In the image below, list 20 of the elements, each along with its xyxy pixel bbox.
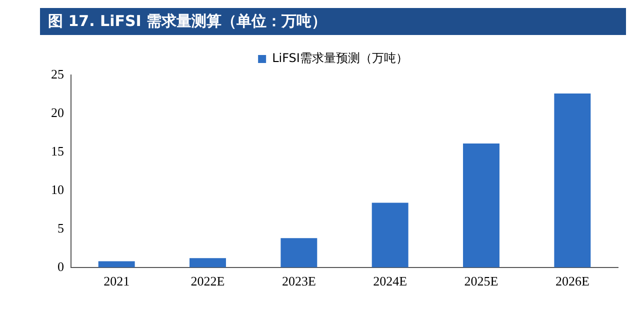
bar: [98, 261, 135, 268]
bar: [280, 238, 318, 268]
x-tick-label: 2023E: [282, 274, 316, 289]
x-tick-label: 2026E: [555, 274, 590, 289]
x-tick-label: 2022E: [190, 274, 225, 289]
x-tick-label: 2021: [104, 274, 130, 289]
y-tick-label: 5: [58, 220, 64, 236]
bar: [190, 258, 226, 268]
chart-title: 图 17. LiFSI 需求量测算（单位：万吨）: [40, 8, 626, 35]
y-tick-label: 0: [58, 258, 64, 274]
y-tick-label: 20: [51, 104, 64, 120]
bar: [463, 143, 500, 268]
y-tick-label: 10: [51, 182, 64, 197]
bar: [372, 202, 408, 268]
bar: [554, 93, 591, 268]
y-tick-label: 25: [51, 66, 64, 82]
y-tick-label: 15: [51, 143, 64, 158]
legend-label: LiFSI需求量预测（万吨）: [272, 51, 408, 66]
x-tick-label: 2025E: [464, 274, 498, 289]
x-tick-label: 2024E: [373, 274, 408, 289]
